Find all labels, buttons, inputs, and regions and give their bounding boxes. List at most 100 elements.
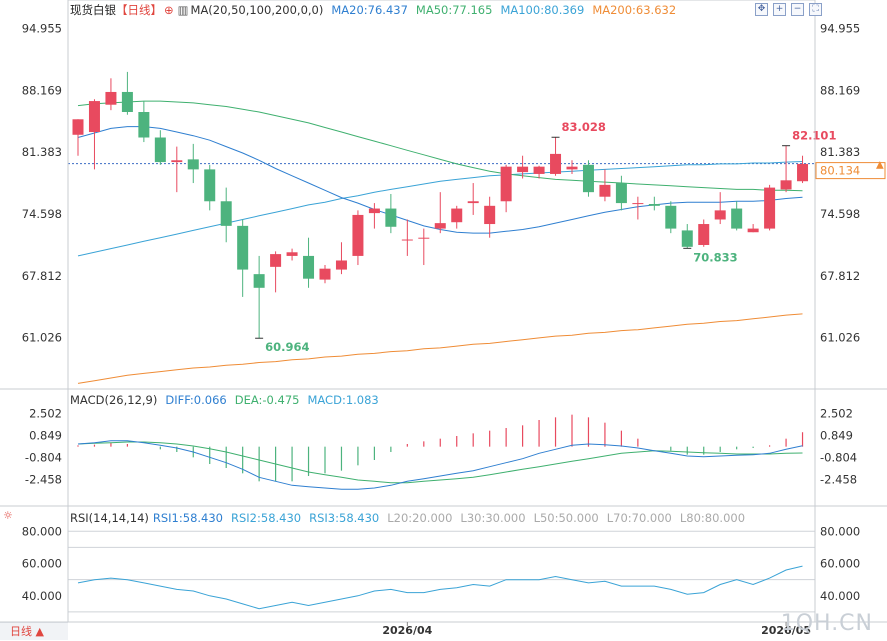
- candle-body: [550, 153, 562, 174]
- candle-body: [154, 137, 166, 163]
- rsi-header: RSI(14,14,14) RSI1:58.430 RSI2:58.430 RSI3:…: [70, 511, 753, 525]
- price-y-tick-left: 74.598: [22, 207, 62, 221]
- candle-body: [566, 166, 578, 170]
- ma20-value: MA20:76.437: [331, 3, 408, 17]
- watermark: 1QH.CN: [780, 611, 873, 636]
- candle-body: [632, 203, 644, 205]
- macd-y-tick-right: -2.458: [820, 472, 857, 486]
- candle-body: [72, 119, 84, 135]
- l80-value: L80:80.000: [679, 511, 746, 525]
- rsi3-value: RSI3:58.430: [309, 511, 380, 525]
- candle-body: [451, 208, 463, 223]
- candle-body: [401, 239, 413, 241]
- macd-y-tick-left: -2.458: [25, 472, 62, 486]
- candle-body: [171, 160, 183, 163]
- ma200-line: [77, 313, 803, 384]
- candle-body: [582, 164, 594, 193]
- price-header: 现货白银【日线】 ⊕ ▥ MA(20,50,100,200,0,0) MA20:76.4…: [70, 3, 684, 17]
- macd-y-tick-left: -0.804: [25, 450, 62, 464]
- candle-body: [764, 187, 776, 229]
- plot-frame: [67, 0, 816, 623]
- price-y-tick-left: 61.026: [22, 331, 62, 345]
- zoom-out-icon[interactable]: −: [791, 3, 804, 16]
- ma100-value: MA100:80.369: [500, 3, 585, 17]
- fullscreen-icon[interactable]: ⛶: [809, 3, 822, 16]
- candle-body: [237, 225, 249, 270]
- candle-body: [648, 204, 660, 206]
- candle-body: [418, 237, 430, 239]
- candle-body: [138, 112, 150, 138]
- period-tag[interactable]: 【日线】: [116, 3, 162, 17]
- l20-value: L20:20.000: [387, 511, 453, 525]
- candle-body: [105, 91, 117, 105]
- candle-body: [352, 214, 364, 256]
- current-price-arrow-icon: ▲: [876, 160, 884, 171]
- candle-body: [204, 169, 216, 202]
- x-tick-label: 2026/05: [761, 624, 811, 637]
- candle-body: [303, 255, 315, 279]
- l50-value: L50:50.000: [533, 511, 599, 525]
- extreme-label: 82.101: [792, 129, 836, 143]
- candle-body: [714, 210, 726, 220]
- candle-body: [335, 260, 347, 270]
- candle-body: [385, 208, 397, 227]
- candle-body: [286, 252, 298, 256]
- period-toggle-button[interactable]: 日线 ▲: [0, 622, 68, 640]
- l70-value: L70:70.000: [606, 511, 672, 525]
- candle-body: [484, 205, 496, 225]
- rsi-settings-icon[interactable]: ☼: [3, 509, 13, 522]
- macd-macd-value: MACD:1.083: [307, 393, 379, 407]
- candle-body: [780, 180, 792, 190]
- rsi-y-tick-left: 40.000: [22, 589, 62, 603]
- candle-body: [797, 163, 809, 182]
- price-y-tick-right: 61.026: [820, 331, 860, 345]
- rsi-y-tick-left: 60.000: [22, 557, 62, 571]
- x-tick-label: 2026/04: [382, 624, 432, 637]
- l30-value: L30:30.000: [460, 511, 526, 525]
- macd-dea-line: [77, 441, 803, 484]
- rsi-y-tick-left: 80.000: [22, 524, 62, 538]
- candle-body: [500, 166, 512, 202]
- candle-body: [615, 183, 627, 204]
- candle-body: [467, 201, 479, 204]
- ma-toggle-icon[interactable]: ▥: [177, 3, 189, 17]
- crosshair-icon[interactable]: ✥: [755, 3, 768, 16]
- candle-body: [270, 254, 282, 267]
- price-y-tick-right: 81.383: [820, 145, 860, 159]
- macd-params: MACD(26,12,9): [70, 393, 158, 407]
- candle-body: [681, 230, 693, 247]
- candle-body: [533, 166, 545, 174]
- rsi-y-tick-right: 80.000: [820, 524, 860, 538]
- current-price-box: [815, 162, 886, 180]
- price-y-tick-left: 81.383: [22, 145, 62, 159]
- price-panel: 80.134 ▲ 60.964 83.028 70.833 82.101: [68, 71, 886, 384]
- candle-body: [368, 208, 380, 214]
- macd-y-tick-left: 2.502: [29, 406, 62, 420]
- macd-diff-line: [77, 440, 803, 490]
- candle-body: [599, 184, 611, 197]
- macd-y-tick-right: 0.849: [820, 428, 853, 442]
- ma50-value: MA50:77.165: [415, 3, 493, 17]
- candle-body: [319, 268, 331, 280]
- candle-body: [434, 223, 446, 229]
- candle-body: [253, 274, 265, 288]
- ma200-value: MA200:63.632: [592, 3, 677, 17]
- extreme-label: 60.964: [265, 340, 309, 354]
- extreme-label: 83.028: [562, 120, 606, 134]
- rsi-y-tick-right: 40.000: [820, 589, 860, 603]
- current-price-label: 80.134: [820, 164, 860, 178]
- candle-body: [731, 208, 743, 229]
- rsi2-value: RSI2:58.430: [231, 511, 302, 525]
- rsi-panel: [68, 530, 815, 613]
- rsi-line: [77, 565, 803, 610]
- candle-body: [665, 205, 677, 229]
- price-y-tick-left: 94.955: [22, 22, 62, 36]
- macd-header: MACD(26,12,9) DIFF:0.066 DEA:-0.475 MACD:1.…: [70, 393, 387, 407]
- add-indicator-icon[interactable]: ⊕: [164, 3, 174, 17]
- price-y-tick-left: 67.812: [22, 269, 62, 283]
- zoom-in-icon[interactable]: +: [773, 3, 786, 16]
- instrument-title: 现货白银: [70, 3, 116, 17]
- candle-body: [121, 91, 133, 112]
